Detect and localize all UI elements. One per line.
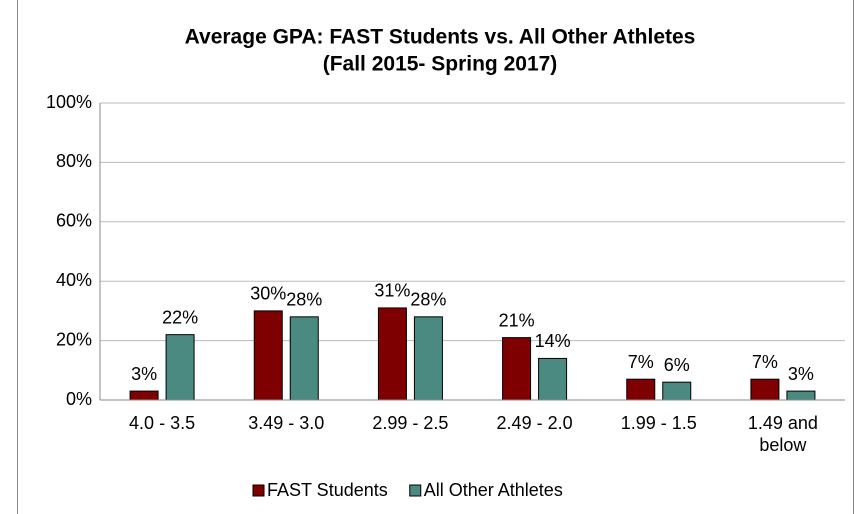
- bar: [165, 334, 195, 401]
- y-tick-label: 80%: [56, 151, 92, 171]
- data-label: 22%: [162, 307, 198, 327]
- x-tick-label: 1.99 - 1.5: [620, 413, 697, 433]
- data-label: 14%: [535, 331, 571, 351]
- chart-border: [17, 0, 854, 514]
- data-label: 7%: [628, 352, 654, 372]
- x-tick-label: 4.0 - 3.5: [129, 413, 196, 433]
- data-label: 6%: [664, 355, 690, 375]
- data-label: 7%: [752, 352, 778, 372]
- y-tick-label: 0%: [66, 389, 92, 409]
- data-label: 3%: [788, 364, 814, 384]
- data-label: 31%: [374, 281, 410, 301]
- legend-swatch: [409, 484, 422, 497]
- bar: [129, 390, 159, 401]
- bar: [538, 357, 568, 401]
- y-tick-label: 40%: [56, 270, 92, 290]
- x-tick-label: 2.99 - 2.5: [372, 413, 449, 433]
- y-tick-label: 20%: [56, 329, 92, 349]
- data-label: 21%: [499, 310, 535, 330]
- data-label: 30%: [250, 284, 286, 304]
- bar: [377, 307, 407, 401]
- legend-label: FAST Students: [267, 480, 388, 500]
- chart-subtitle: (Fall 2015- Spring 2017): [323, 53, 558, 76]
- data-label: 28%: [410, 290, 446, 310]
- legend-swatch: [252, 484, 265, 497]
- bar: [502, 337, 532, 401]
- y-tick-label: 100%: [46, 92, 92, 112]
- bar: [413, 316, 443, 401]
- x-tick-label: 2.49 - 2.0: [496, 413, 573, 433]
- bar: [253, 310, 283, 401]
- legend-label: All Other Athletes: [424, 480, 563, 500]
- x-tick-label: 3.49 - 3.0: [248, 413, 325, 433]
- data-label: 28%: [286, 290, 322, 310]
- bar: [289, 316, 319, 401]
- y-tick-label: 60%: [56, 211, 92, 231]
- bar: [750, 378, 780, 401]
- bar: [662, 381, 692, 401]
- bar: [626, 378, 656, 401]
- data-label: 3%: [131, 364, 157, 384]
- chart-title: Average GPA: FAST Students vs. All Other…: [185, 26, 696, 49]
- x-tick-label: 1.49 and below: [747, 413, 818, 455]
- bar: [786, 390, 816, 401]
